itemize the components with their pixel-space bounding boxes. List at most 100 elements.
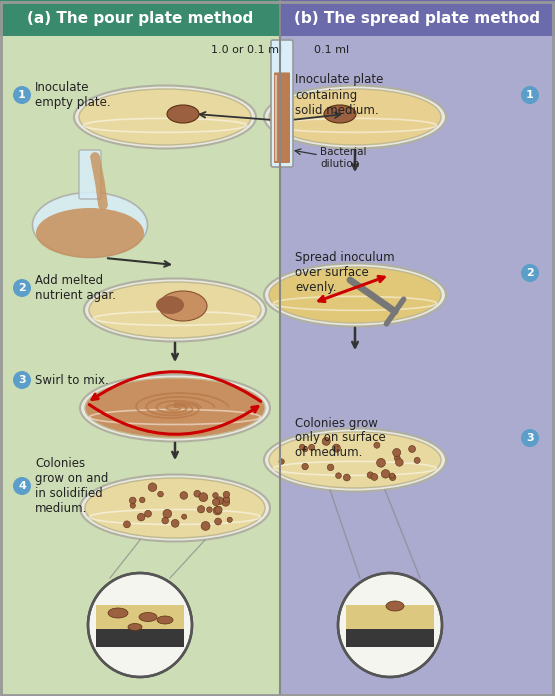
Ellipse shape <box>36 208 144 258</box>
Ellipse shape <box>33 193 148 258</box>
Circle shape <box>371 473 378 480</box>
Ellipse shape <box>269 89 441 145</box>
Text: 3: 3 <box>18 375 26 385</box>
Circle shape <box>332 444 340 452</box>
Circle shape <box>322 437 330 445</box>
Ellipse shape <box>85 478 265 538</box>
Circle shape <box>148 483 157 491</box>
Circle shape <box>213 507 221 515</box>
Ellipse shape <box>74 86 256 148</box>
Circle shape <box>223 496 230 503</box>
Text: Swirl to mix.: Swirl to mix. <box>35 374 109 386</box>
Circle shape <box>145 510 152 517</box>
FancyBboxPatch shape <box>346 605 434 630</box>
Circle shape <box>336 473 341 479</box>
FancyBboxPatch shape <box>346 629 434 647</box>
Circle shape <box>394 455 400 461</box>
Circle shape <box>158 491 163 497</box>
Ellipse shape <box>156 296 184 314</box>
Circle shape <box>414 457 420 464</box>
Ellipse shape <box>85 378 265 438</box>
Text: 1: 1 <box>18 90 26 100</box>
Circle shape <box>393 448 401 457</box>
Circle shape <box>163 509 171 518</box>
Circle shape <box>180 491 188 499</box>
Text: Colonies
grow on and
in solidified
medium.: Colonies grow on and in solidified mediu… <box>35 457 108 515</box>
Text: 1: 1 <box>526 90 534 100</box>
Text: 1.0 or 0.1 ml: 1.0 or 0.1 ml <box>211 45 282 55</box>
Ellipse shape <box>269 267 441 323</box>
Circle shape <box>279 459 284 464</box>
Polygon shape <box>0 0 280 696</box>
Circle shape <box>215 506 222 514</box>
Circle shape <box>377 459 385 467</box>
FancyBboxPatch shape <box>96 629 184 647</box>
FancyBboxPatch shape <box>79 150 101 199</box>
Text: (a) The pour plate method: (a) The pour plate method <box>27 10 253 26</box>
Text: Inoculate
empty plate.: Inoculate empty plate. <box>35 81 110 109</box>
Circle shape <box>162 517 169 524</box>
Circle shape <box>381 470 390 478</box>
Ellipse shape <box>128 624 142 631</box>
Ellipse shape <box>159 291 207 321</box>
Circle shape <box>396 459 403 466</box>
Circle shape <box>213 498 220 506</box>
Circle shape <box>367 472 374 478</box>
Circle shape <box>521 264 539 282</box>
Circle shape <box>13 371 31 389</box>
Circle shape <box>171 519 179 528</box>
Text: Colonies grow
only on surface
of medium.: Colonies grow only on surface of medium. <box>295 416 386 459</box>
Circle shape <box>390 474 396 481</box>
Text: 2: 2 <box>526 268 534 278</box>
Circle shape <box>194 491 201 497</box>
Text: Spread inoculum
over surface
evenly.: Spread inoculum over surface evenly. <box>295 251 395 294</box>
Circle shape <box>344 474 350 481</box>
Circle shape <box>521 429 539 447</box>
Circle shape <box>129 497 136 504</box>
Ellipse shape <box>80 475 270 541</box>
Polygon shape <box>280 0 555 36</box>
Text: Bacterial
dilution: Bacterial dilution <box>320 147 366 169</box>
Circle shape <box>199 493 208 502</box>
Ellipse shape <box>269 432 441 488</box>
Circle shape <box>302 446 307 452</box>
Circle shape <box>13 86 31 104</box>
Circle shape <box>137 513 145 521</box>
Text: 0.1 ml: 0.1 ml <box>315 45 350 55</box>
Circle shape <box>198 506 205 513</box>
Circle shape <box>215 518 221 525</box>
Ellipse shape <box>264 264 446 326</box>
Text: 4: 4 <box>18 481 26 491</box>
Ellipse shape <box>386 601 404 611</box>
Ellipse shape <box>264 429 446 491</box>
Ellipse shape <box>167 105 199 123</box>
Ellipse shape <box>79 89 251 145</box>
Text: 3: 3 <box>526 433 534 443</box>
Circle shape <box>299 444 305 450</box>
Circle shape <box>213 493 218 498</box>
Polygon shape <box>0 0 280 36</box>
Circle shape <box>408 445 416 452</box>
Circle shape <box>327 464 334 470</box>
Circle shape <box>390 473 395 478</box>
FancyBboxPatch shape <box>96 605 184 630</box>
Text: Inoculate plate
containing
solid medium.: Inoculate plate containing solid medium. <box>295 74 384 116</box>
Circle shape <box>309 444 315 450</box>
Circle shape <box>227 517 233 523</box>
Text: (b) The spread plate method: (b) The spread plate method <box>294 10 540 26</box>
Circle shape <box>88 573 192 677</box>
Circle shape <box>374 442 380 448</box>
Circle shape <box>123 521 130 528</box>
Ellipse shape <box>80 374 270 441</box>
Ellipse shape <box>108 608 128 618</box>
Text: 2: 2 <box>18 283 26 293</box>
Circle shape <box>221 498 230 506</box>
Circle shape <box>521 86 539 104</box>
Ellipse shape <box>89 282 261 338</box>
Ellipse shape <box>84 278 266 342</box>
Circle shape <box>13 279 31 297</box>
Circle shape <box>206 507 212 512</box>
Polygon shape <box>280 0 555 696</box>
Ellipse shape <box>157 616 173 624</box>
Circle shape <box>139 497 145 503</box>
